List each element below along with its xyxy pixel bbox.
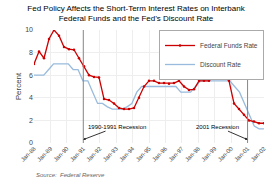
svg-text:4: 4 [29, 94, 33, 101]
svg-text:Jan-94: Jan-94 [118, 145, 136, 163]
svg-text:Jan-01: Jan-01 [233, 145, 251, 163]
svg-text:Jan-91: Jan-91 [69, 145, 87, 163]
svg-text:Jan-95: Jan-95 [135, 145, 153, 163]
svg-text:Jan-97: Jan-97 [167, 145, 185, 163]
svg-text:2: 2 [29, 117, 33, 124]
svg-text:Jan-93: Jan-93 [102, 145, 120, 163]
svg-text:6: 6 [29, 72, 33, 79]
svg-text:Jan-00: Jan-00 [217, 145, 235, 163]
svg-text:Jan-96: Jan-96 [151, 145, 169, 163]
svg-text:Federal Funds Rate: Federal Funds Rate [200, 42, 258, 49]
svg-text:Jan-02: Jan-02 [250, 145, 268, 163]
svg-text:Jan-90: Jan-90 [52, 145, 70, 163]
svg-text:Fed Policy Affects the Short-T: Fed Policy Affects the Short-Term Intere… [27, 4, 245, 23]
svg-text:Source: Federal Reserve: Source: Federal Reserve [36, 172, 105, 178]
svg-text:1990-1991 Recession: 1990-1991 Recession [88, 124, 146, 130]
svg-text:2001 Recession: 2001 Recession [196, 124, 239, 130]
svg-text:Discount Rate: Discount Rate [200, 61, 241, 68]
svg-text:Jan-89: Jan-89 [36, 145, 54, 163]
svg-text:Jan-99: Jan-99 [200, 145, 218, 163]
svg-text:Jan-88: Jan-88 [20, 145, 38, 163]
svg-text:10: 10 [25, 26, 33, 33]
svg-text:Percent: Percent [14, 72, 23, 100]
svg-text:0: 0 [29, 139, 33, 146]
svg-text:Jan-98: Jan-98 [184, 145, 202, 163]
svg-text:8: 8 [29, 49, 33, 56]
svg-text:Jan-92: Jan-92 [85, 145, 103, 163]
